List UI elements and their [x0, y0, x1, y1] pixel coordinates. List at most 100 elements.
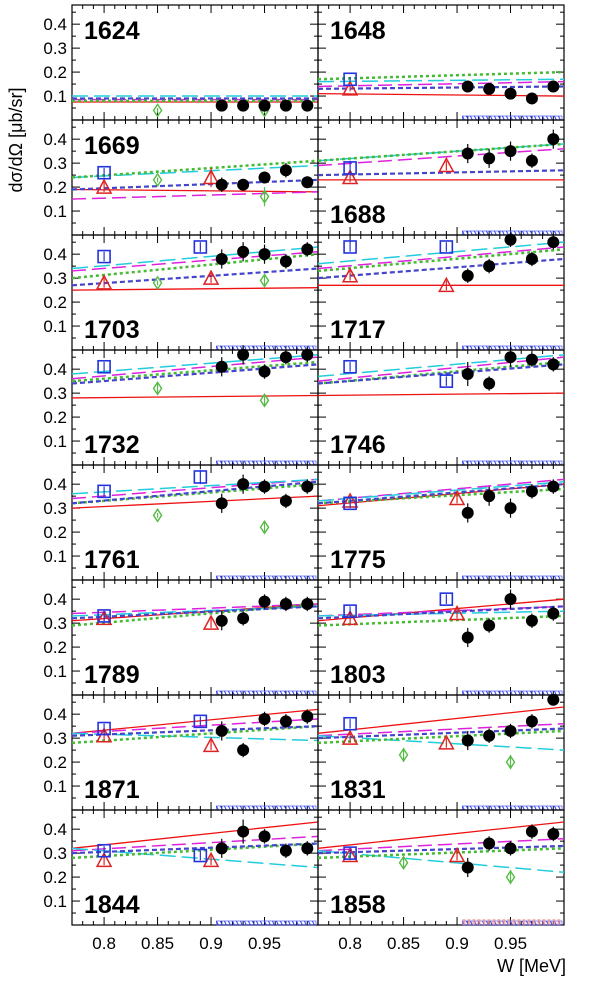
x-tick-label: 0.9 — [199, 934, 223, 953]
acceptance-hatch — [299, 460, 303, 466]
acceptance-hatch — [481, 230, 485, 236]
acceptance-hatch — [525, 690, 529, 696]
blue-square-point — [439, 240, 454, 254]
acceptance-hatch — [223, 345, 227, 351]
black-data-point — [461, 147, 474, 160]
panel-1871: 0.1 0.2 0.3 0.4 1871 — [43, 694, 319, 811]
acceptance-hatch — [219, 690, 223, 696]
model-curve-green — [317, 142, 565, 162]
acceptance-hatch — [469, 345, 473, 351]
black-data-point — [547, 693, 560, 706]
model-curve-magenta — [317, 838, 565, 852]
blue-square-point — [97, 359, 111, 374]
acceptance-hatch — [287, 575, 291, 581]
black-data-point — [237, 478, 250, 491]
acceptance-block — [512, 919, 516, 925]
y-tick-label: 0.1 — [43, 202, 67, 221]
acceptance-hatch — [537, 690, 541, 696]
green-diamond-point — [398, 747, 409, 763]
y-tick-label: 0.2 — [43, 293, 67, 312]
model-curve-blue — [317, 85, 565, 90]
acceptance-hatch — [505, 345, 509, 351]
panel-1761: 0.1 0.2 0.3 0.4 1761 — [43, 464, 319, 581]
acceptance-hatch — [295, 805, 299, 811]
acceptance-hatch — [489, 690, 493, 696]
acceptance-block — [532, 919, 536, 925]
acceptance-hatch — [497, 690, 501, 696]
acceptance-hatch — [283, 920, 287, 926]
acceptance-hatch — [279, 805, 283, 811]
acceptance-hatch — [307, 345, 311, 351]
acceptance-hatch — [549, 115, 553, 121]
red-triangle-point — [95, 274, 113, 290]
acceptance-hatch — [477, 345, 481, 351]
acceptance-hatch — [235, 345, 239, 351]
y-tick-label: 0.2 — [43, 523, 67, 542]
black-data-point — [525, 92, 538, 105]
acceptance-hatch — [227, 805, 231, 811]
acceptance-hatch — [469, 230, 473, 236]
acceptance-hatch — [557, 690, 561, 696]
model-curve-blue — [71, 842, 319, 855]
acceptance-hatch — [485, 230, 489, 236]
energy-label: 1669 — [84, 132, 140, 160]
red-triangle-point — [438, 734, 455, 750]
acceptance-hatch — [533, 805, 537, 811]
black-data-point — [483, 377, 496, 390]
acceptance-hatch — [267, 805, 271, 811]
acceptance-hatch — [465, 345, 469, 351]
panel-1831: 1831 — [317, 693, 565, 811]
model-curve-blue — [71, 363, 319, 385]
acceptance-hatch — [295, 460, 299, 466]
acceptance-hatch — [549, 575, 553, 581]
model-curve-magenta — [317, 356, 565, 382]
model-curve-magenta — [317, 723, 565, 737]
black-data-point — [258, 99, 271, 112]
y-axis-label: dσ/dΩ [μb/sr] — [6, 88, 26, 193]
acceptance-hatch — [255, 345, 259, 351]
black-data-point — [215, 842, 228, 855]
acceptance-hatch — [541, 230, 545, 236]
acceptance-hatch — [477, 805, 481, 811]
model-curve-blue — [71, 267, 319, 287]
acceptance-hatch — [259, 805, 263, 811]
acceptance-hatch — [529, 805, 533, 811]
black-data-point — [237, 348, 250, 361]
acceptance-hatch — [505, 575, 509, 581]
blue-square-point — [343, 161, 357, 175]
acceptance-hatch — [295, 920, 299, 926]
acceptance-hatch — [489, 115, 493, 121]
acceptance-hatch — [263, 345, 267, 351]
acceptance-hatch — [513, 805, 517, 811]
acceptance-hatch — [295, 690, 299, 696]
acceptance-hatch — [541, 575, 545, 581]
acceptance-hatch — [215, 460, 219, 466]
black-data-point — [483, 260, 496, 273]
acceptance-hatch — [275, 575, 279, 581]
acceptance-hatch — [461, 575, 465, 581]
black-data-point — [504, 593, 517, 606]
panel-1648: 1648 — [317, 4, 565, 121]
blue-square-point — [193, 470, 208, 484]
acceptance-hatch — [517, 805, 521, 811]
acceptance-hatch — [545, 575, 549, 581]
black-data-point — [279, 597, 292, 610]
acceptance-hatch — [469, 575, 473, 581]
energy-label: 1775 — [330, 546, 386, 574]
acceptance-hatch — [497, 115, 501, 121]
acceptance-hatch — [485, 805, 489, 811]
acceptance-hatch — [307, 920, 311, 926]
acceptance-hatch — [513, 230, 517, 236]
y-tick-label: 0.2 — [43, 868, 67, 887]
acceptance-hatch — [517, 345, 521, 351]
panel-1746: 1746 — [317, 347, 565, 466]
black-data-point — [525, 485, 538, 498]
panel-grid: 0.1 0.2 0.3 0.4 1624 1648 0.1 0.2 0.3 0.4 1669 1688… — [43, 4, 565, 953]
acceptance-hatch — [465, 230, 469, 236]
black-data-point — [461, 269, 474, 282]
acceptance-hatch — [481, 690, 485, 696]
acceptance-hatch — [219, 345, 223, 351]
acceptance-hatch — [513, 115, 517, 121]
red-triangle-point — [341, 80, 359, 96]
acceptance-hatch — [501, 230, 505, 236]
